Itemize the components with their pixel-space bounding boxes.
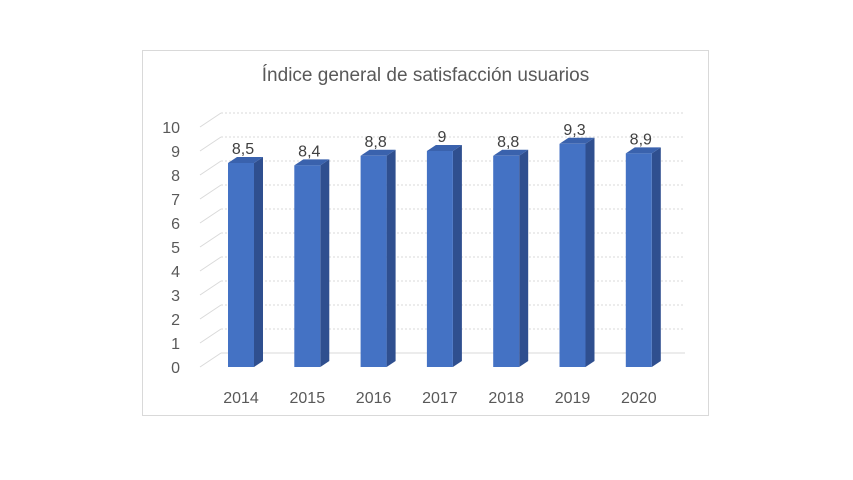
- gridline-side: [199, 184, 222, 200]
- data-label: 8,8: [364, 134, 386, 151]
- bar-top: [559, 137, 595, 144]
- gridline-side: [199, 232, 222, 248]
- y-tick-label: 3: [171, 288, 180, 305]
- y-tick-label: 5: [171, 240, 180, 257]
- data-labels: 8,5 8,4 8,8 9 8,8 9,3 8,9: [232, 122, 652, 161]
- x-tick-label: 2014: [223, 390, 259, 407]
- gridline-side: [199, 328, 222, 344]
- data-label: 8,4: [298, 143, 320, 160]
- chart-title: Índice general de satisfacción usuarios: [261, 65, 590, 86]
- data-label: 9,3: [563, 122, 585, 139]
- gridline-side: [199, 304, 222, 320]
- gridline-side: [199, 112, 222, 128]
- bar-side: [320, 159, 330, 367]
- gridline-side: [199, 256, 222, 272]
- bar-2015: [294, 159, 330, 367]
- x-axis-ticks: 2014 2015 2016 2017 2018 2019 2020: [223, 390, 656, 407]
- bar-top: [493, 149, 529, 156]
- bar-side: [585, 137, 595, 367]
- x-tick-label: 2018: [488, 390, 524, 407]
- x-tick-label: 2020: [621, 390, 657, 407]
- x-tick-label: 2016: [356, 390, 392, 407]
- y-tick-label: 2: [171, 312, 180, 329]
- bar-2020: [625, 147, 661, 367]
- bar-front: [294, 165, 321, 367]
- bar-2017: [426, 145, 462, 367]
- data-label: 8,9: [630, 131, 652, 148]
- data-label: 9: [437, 129, 446, 146]
- y-tick-label: 10: [162, 120, 180, 137]
- bar-front: [360, 155, 387, 367]
- y-tick-label: 1: [171, 336, 180, 353]
- bar-2018: [493, 149, 529, 367]
- bar-front: [625, 153, 652, 367]
- gridline-side: [199, 160, 222, 176]
- bar-top: [294, 159, 330, 166]
- y-axis-ticks: 0 1 2 3 4 5 6 7 8 9 10: [162, 120, 180, 377]
- chart-plot: 0 1 2 3 4 5 6 7 8 9 10 2014 2015 2016 2017 2018 2019 202…: [162, 112, 685, 407]
- bars: [228, 137, 661, 367]
- bar-side: [386, 149, 396, 367]
- gridline-side: [199, 136, 222, 152]
- bar-front: [559, 143, 586, 367]
- gridline-side: [199, 352, 222, 368]
- y-tick-label: 7: [171, 192, 180, 209]
- chart-frame: Índice general de satisfacción usuarios …: [142, 50, 709, 416]
- gridline-side: [199, 208, 222, 224]
- data-label: 8,5: [232, 141, 254, 158]
- data-label: 8,8: [497, 134, 519, 151]
- y-tick-label: 4: [171, 264, 180, 281]
- gridline-side: [199, 280, 222, 296]
- bar-2019: [559, 137, 595, 367]
- bar-front: [228, 163, 254, 367]
- bar-2014: [228, 157, 263, 367]
- bar-top: [625, 147, 661, 154]
- y-tick-label: 0: [171, 360, 180, 377]
- y-tick-label: 6: [171, 216, 180, 233]
- bar-front: [493, 155, 520, 367]
- x-tick-label: 2019: [555, 390, 591, 407]
- bar-top: [426, 145, 462, 151]
- x-tick-label: 2015: [290, 390, 326, 407]
- bar-front: [426, 151, 453, 367]
- bar-side: [452, 145, 462, 367]
- bar-2016: [360, 149, 396, 367]
- bar-side: [651, 147, 661, 367]
- bar-side: [519, 149, 529, 367]
- bar-top: [228, 157, 263, 163]
- y-tick-label: 8: [171, 168, 180, 185]
- bar-side: [254, 157, 263, 367]
- y-tick-label: 9: [171, 144, 180, 161]
- bar-top: [360, 149, 396, 156]
- x-tick-label: 2017: [422, 390, 458, 407]
